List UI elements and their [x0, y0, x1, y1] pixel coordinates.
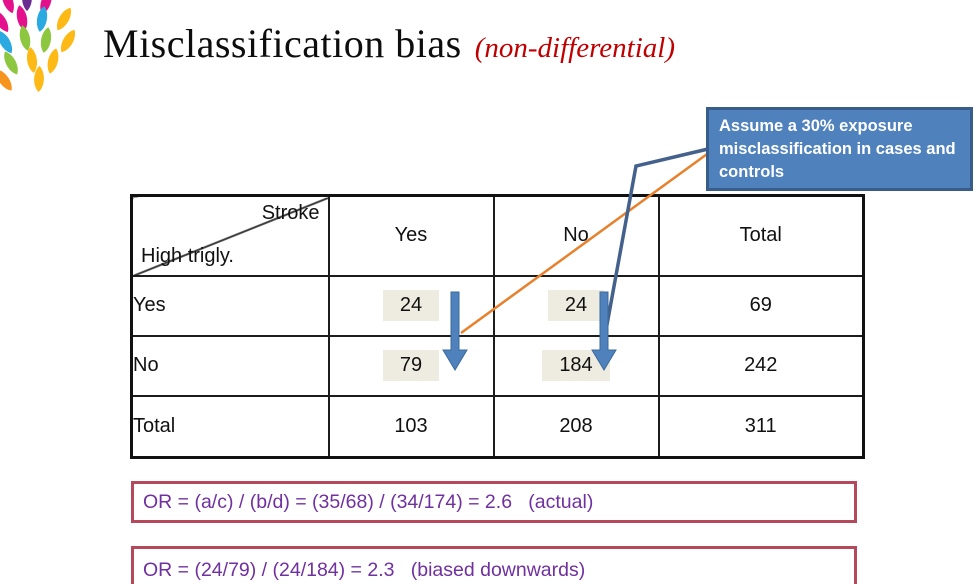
cell-col-total: 103: [327, 394, 495, 459]
row-label: No: [130, 334, 330, 397]
title-main: Misclassification bias: [103, 21, 462, 66]
page-title: Misclassification bias (non-differential…: [103, 20, 675, 67]
highlighted-value: 79: [382, 350, 440, 381]
table-row: Yes 24 24 69: [130, 274, 865, 337]
corner-cell: Stroke High trigly.: [130, 194, 330, 277]
cell-d: 184: [492, 334, 660, 397]
corner-label-stroke: Stroke: [261, 202, 320, 224]
cell-c: 79: [327, 334, 495, 397]
cell-row-total: 69: [657, 274, 865, 337]
contingency-table: Stroke High trigly. Yes No Total Yes 24 …: [130, 194, 865, 459]
highlighted-value: 24: [382, 290, 440, 321]
col-header-yes: Yes: [327, 194, 495, 277]
row-label: Total: [130, 394, 330, 459]
col-header-total: Total: [657, 194, 865, 277]
title-suffix: (non-differential): [474, 32, 675, 64]
table-header-row: Stroke High trigly. Yes No Total: [130, 194, 865, 277]
table-total-row: Total 103 208 311: [130, 394, 865, 459]
cell-row-total: 242: [657, 334, 865, 397]
col-header-no: No: [492, 194, 660, 277]
formula-box-actual: OR = (a/c) / (b/d) = (35/68) / (34/174) …: [131, 481, 857, 523]
highlighted-value: 184: [542, 350, 610, 381]
cell-grand-total: 311: [657, 394, 865, 459]
cell-col-total: 208: [492, 394, 660, 459]
callout-box: Assume a 30% exposure misclassification …: [706, 107, 973, 191]
highlighted-value: 24: [547, 290, 605, 321]
leaf-burst-logo-icon: [0, 0, 79, 94]
cell-b: 24: [492, 274, 660, 337]
row-label: Yes: [130, 274, 330, 337]
cell-a: 24: [327, 274, 495, 337]
corner-label-high-trigly: High trigly.: [141, 244, 234, 267]
formula-box-biased: OR = (24/79) / (24/184) = 2.3 (biased do…: [131, 546, 857, 584]
table-row: No 79 184 242: [130, 334, 865, 397]
